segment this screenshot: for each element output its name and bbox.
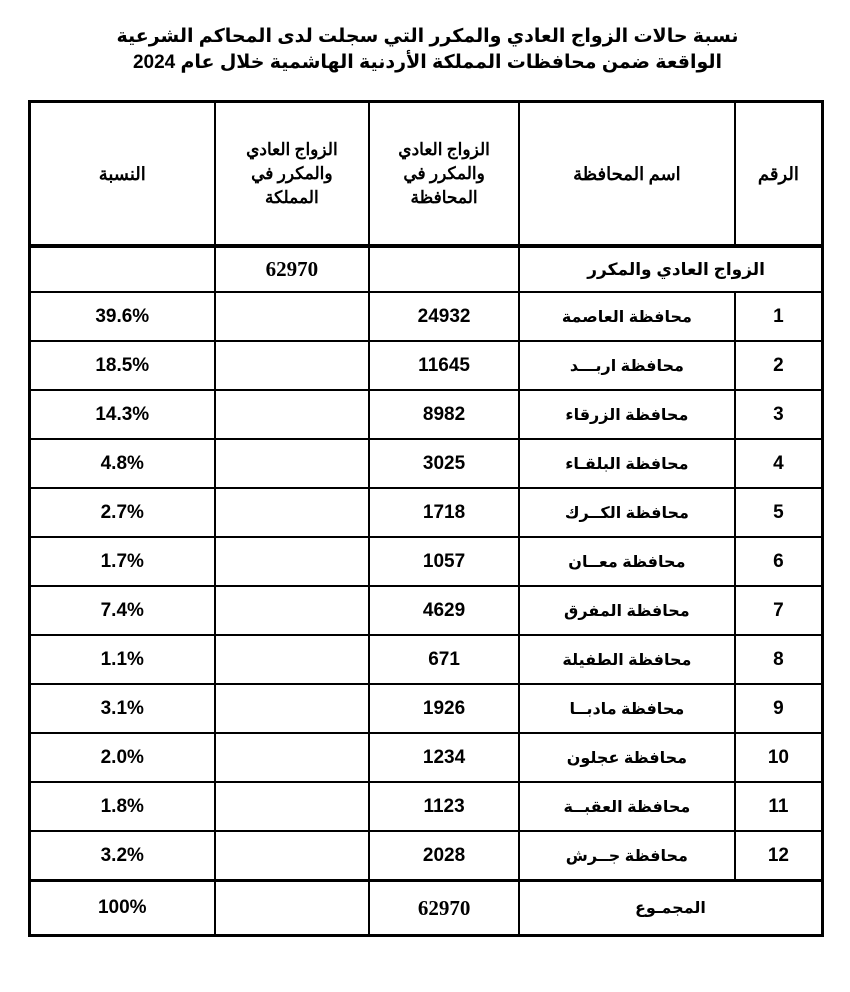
kingdom-count-empty [213, 340, 371, 391]
document-title: نسبة حالات الزواج العادي والمكرر التي سج… [0, 24, 850, 76]
total-percentage: 100% [28, 879, 216, 937]
governorate-count: 8982 [368, 389, 520, 440]
percentage: 14.3% [28, 389, 216, 440]
row-number: 8 [733, 634, 824, 685]
kingdom-count-empty [213, 389, 371, 440]
header-kingdom-count-text: الزواج العادي والمكرر في المملكة [246, 139, 338, 207]
governorate-name: محافظة اربـــد [517, 340, 736, 391]
governorate-name: محافظة مادبــا [517, 683, 736, 734]
percentage: 4.8% [28, 438, 216, 489]
governorate-name: محافظة الزرقاء [517, 389, 736, 440]
table-row: 10 محافظة عجلون 1234 2.0% [28, 732, 824, 783]
kingdom-count-empty [213, 291, 371, 342]
governorate-count: 1057 [368, 536, 520, 587]
header-governorate-name: اسم المحافظة [517, 100, 736, 247]
governorate-count: 4629 [368, 585, 520, 636]
governorate-name: محافظة عجلون [517, 732, 736, 783]
total-count: 62970 [368, 879, 520, 937]
row-number: 11 [733, 781, 824, 832]
row-number: 12 [733, 830, 824, 882]
row-number: 4 [733, 438, 824, 489]
row-number: 6 [733, 536, 824, 587]
header-kingdom-count: الزواج العادي والمكرر في المملكة [213, 100, 371, 247]
governorate-name: محافظة العاصمة [517, 291, 736, 342]
title-line-1: نسبة حالات الزواج العادي والمكرر التي سج… [116, 26, 739, 47]
percentage: 1.7% [28, 536, 216, 587]
governorate-name: محافظة المفرق [517, 585, 736, 636]
governorate-name: محافظة البلقـاء [517, 438, 736, 489]
kingdom-count-empty [213, 438, 371, 489]
total-row: المجمـوع 62970 100% [28, 879, 824, 937]
subheader-empty [28, 244, 216, 293]
marriage-statistics-table: الرقم اسم المحافظة الزواج العادي والمكرر… [28, 100, 824, 937]
percentage: 7.4% [28, 585, 216, 636]
total-empty [213, 879, 371, 937]
governorate-name: محافظة معــان [517, 536, 736, 587]
kingdom-count-empty [213, 830, 371, 882]
kingdom-count-empty [213, 536, 371, 587]
percentage: 3.1% [28, 683, 216, 734]
header-governorate-count: الزواج العادي والمكرر في المحافظة [368, 100, 520, 247]
governorate-name: محافظة الكــرك [517, 487, 736, 538]
header-row: الرقم اسم المحافظة الزواج العادي والمكرر… [28, 100, 824, 247]
table-row: 2 محافظة اربـــد 11645 18.5% [28, 340, 824, 391]
percentage: 2.7% [28, 487, 216, 538]
governorate-count: 1234 [368, 732, 520, 783]
subheader-row: الزواج العادي والمكرر 62970 [28, 244, 824, 293]
subheader-label: الزواج العادي والمكرر [517, 244, 824, 293]
row-number: 1 [733, 291, 824, 342]
governorate-count: 3025 [368, 438, 520, 489]
row-number: 10 [733, 732, 824, 783]
governorate-count: 24932 [368, 291, 520, 342]
table-row: 11 محافظة العقبــة 1123 1.8% [28, 781, 824, 832]
governorate-count: 2028 [368, 830, 520, 882]
row-number: 2 [733, 340, 824, 391]
kingdom-count-empty [213, 634, 371, 685]
header-number: الرقم [733, 100, 824, 247]
kingdom-count-empty [213, 683, 371, 734]
row-number: 3 [733, 389, 824, 440]
title-line-2: الواقعة ضمن محافظات المملكة الأردنية اله… [132, 52, 723, 73]
kingdom-count-empty [213, 732, 371, 783]
table-row: 8 محافظة الطفيلة 671 1.1% [28, 634, 824, 685]
table-row: 3 محافظة الزرقاء 8982 14.3% [28, 389, 824, 440]
subheader-empty [368, 244, 520, 293]
table-row: 1 محافظة العاصمة 24932 39.6% [28, 291, 824, 342]
governorate-name: محافظة جــرش [517, 830, 736, 882]
governorate-count: 1123 [368, 781, 520, 832]
header-percentage: النسبة [28, 100, 216, 247]
table-row: 6 محافظة معــان 1057 1.7% [28, 536, 824, 587]
kingdom-count-empty [213, 487, 371, 538]
total-label: المجمـوع [517, 879, 824, 937]
governorate-count: 1718 [368, 487, 520, 538]
kingdom-count-empty [213, 585, 371, 636]
row-number: 9 [733, 683, 824, 734]
percentage: 18.5% [28, 340, 216, 391]
row-number: 5 [733, 487, 824, 538]
kingdom-total: 62970 [213, 244, 371, 293]
row-number: 7 [733, 585, 824, 636]
percentage: 3.2% [28, 830, 216, 882]
percentage: 1.8% [28, 781, 216, 832]
percentage: 2.0% [28, 732, 216, 783]
governorate-name: محافظة العقبــة [517, 781, 736, 832]
kingdom-count-empty [213, 781, 371, 832]
governorate-name: محافظة الطفيلة [517, 634, 736, 685]
table-row: 7 محافظة المفرق 4629 7.4% [28, 585, 824, 636]
percentage: 1.1% [28, 634, 216, 685]
percentage: 39.6% [28, 291, 216, 342]
header-governorate-count-text: الزواج العادي والمكرر في المحافظة [398, 139, 490, 207]
governorate-count: 1926 [368, 683, 520, 734]
table-row: 5 محافظة الكــرك 1718 2.7% [28, 487, 824, 538]
table-row: 9 محافظة مادبــا 1926 3.1% [28, 683, 824, 734]
table-row: 4 محافظة البلقـاء 3025 4.8% [28, 438, 824, 489]
governorate-count: 671 [368, 634, 520, 685]
table-row: 12 محافظة جــرش 2028 3.2% [28, 830, 824, 882]
governorate-count: 11645 [368, 340, 520, 391]
